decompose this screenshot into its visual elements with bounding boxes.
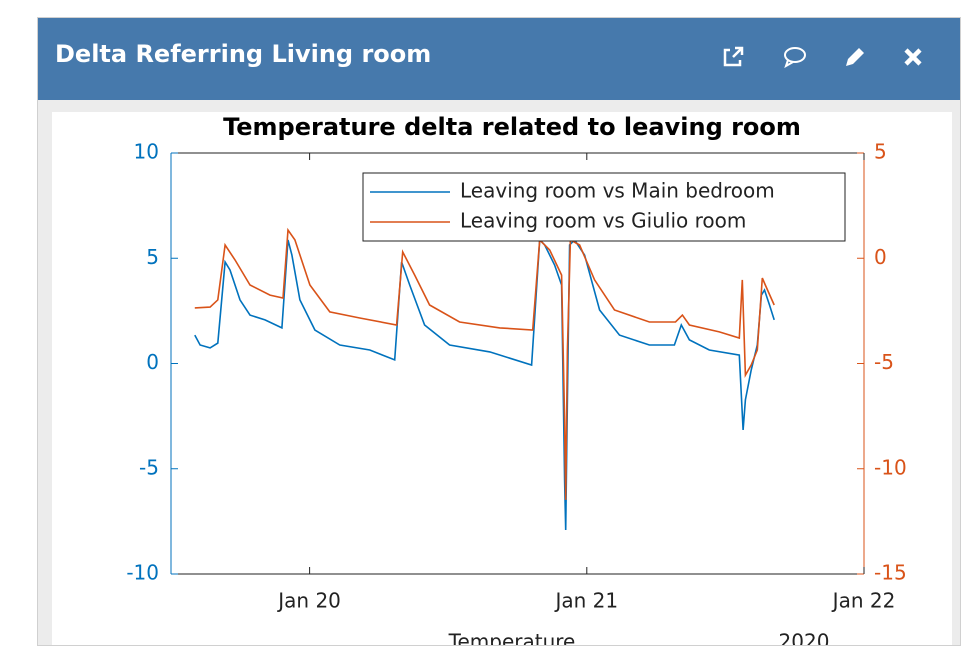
x-tick-label: Jan 21: [553, 589, 618, 613]
legend-label: Leaving room vs Main bedroom: [460, 179, 775, 203]
panel: Delta Referring Living room Temperature …: [37, 17, 961, 646]
x-tick-label: Jan 20: [276, 589, 341, 613]
y-tick-label: -5: [139, 455, 159, 479]
legend-label: Leaving room vs Giulio room: [460, 209, 746, 233]
legend-box: [362, 172, 846, 242]
y-tick-label: 10: [134, 140, 159, 164]
x-axis-label: Temperature: [448, 630, 576, 646]
y2-tick-label: -5: [874, 350, 894, 374]
comment-button[interactable]: [780, 42, 810, 72]
y2-tick-label: -10: [874, 455, 907, 479]
chart-title: Temperature delta related to leaving roo…: [223, 113, 801, 141]
y-tick-label: -10: [126, 561, 159, 585]
y2-tick-label: 0: [874, 245, 887, 269]
y-tick-label: 0: [146, 350, 159, 374]
y2-tick-label: 5: [874, 140, 887, 164]
panel-header: Delta Referring Living room: [38, 18, 960, 100]
y2-tick-label: -15: [874, 561, 907, 585]
x-tick-label: Jan 22: [831, 589, 896, 613]
close-button[interactable]: [898, 42, 928, 72]
data-line: [194, 227, 775, 500]
edit-button[interactable]: [840, 42, 870, 72]
y-tick-label: 5: [146, 245, 159, 269]
chart: Temperature delta related to leaving roo…: [52, 112, 952, 645]
x-secondary-label: 2020: [779, 630, 830, 646]
open-external-button[interactable]: [718, 42, 748, 72]
panel-title: Delta Referring Living room: [55, 40, 432, 68]
